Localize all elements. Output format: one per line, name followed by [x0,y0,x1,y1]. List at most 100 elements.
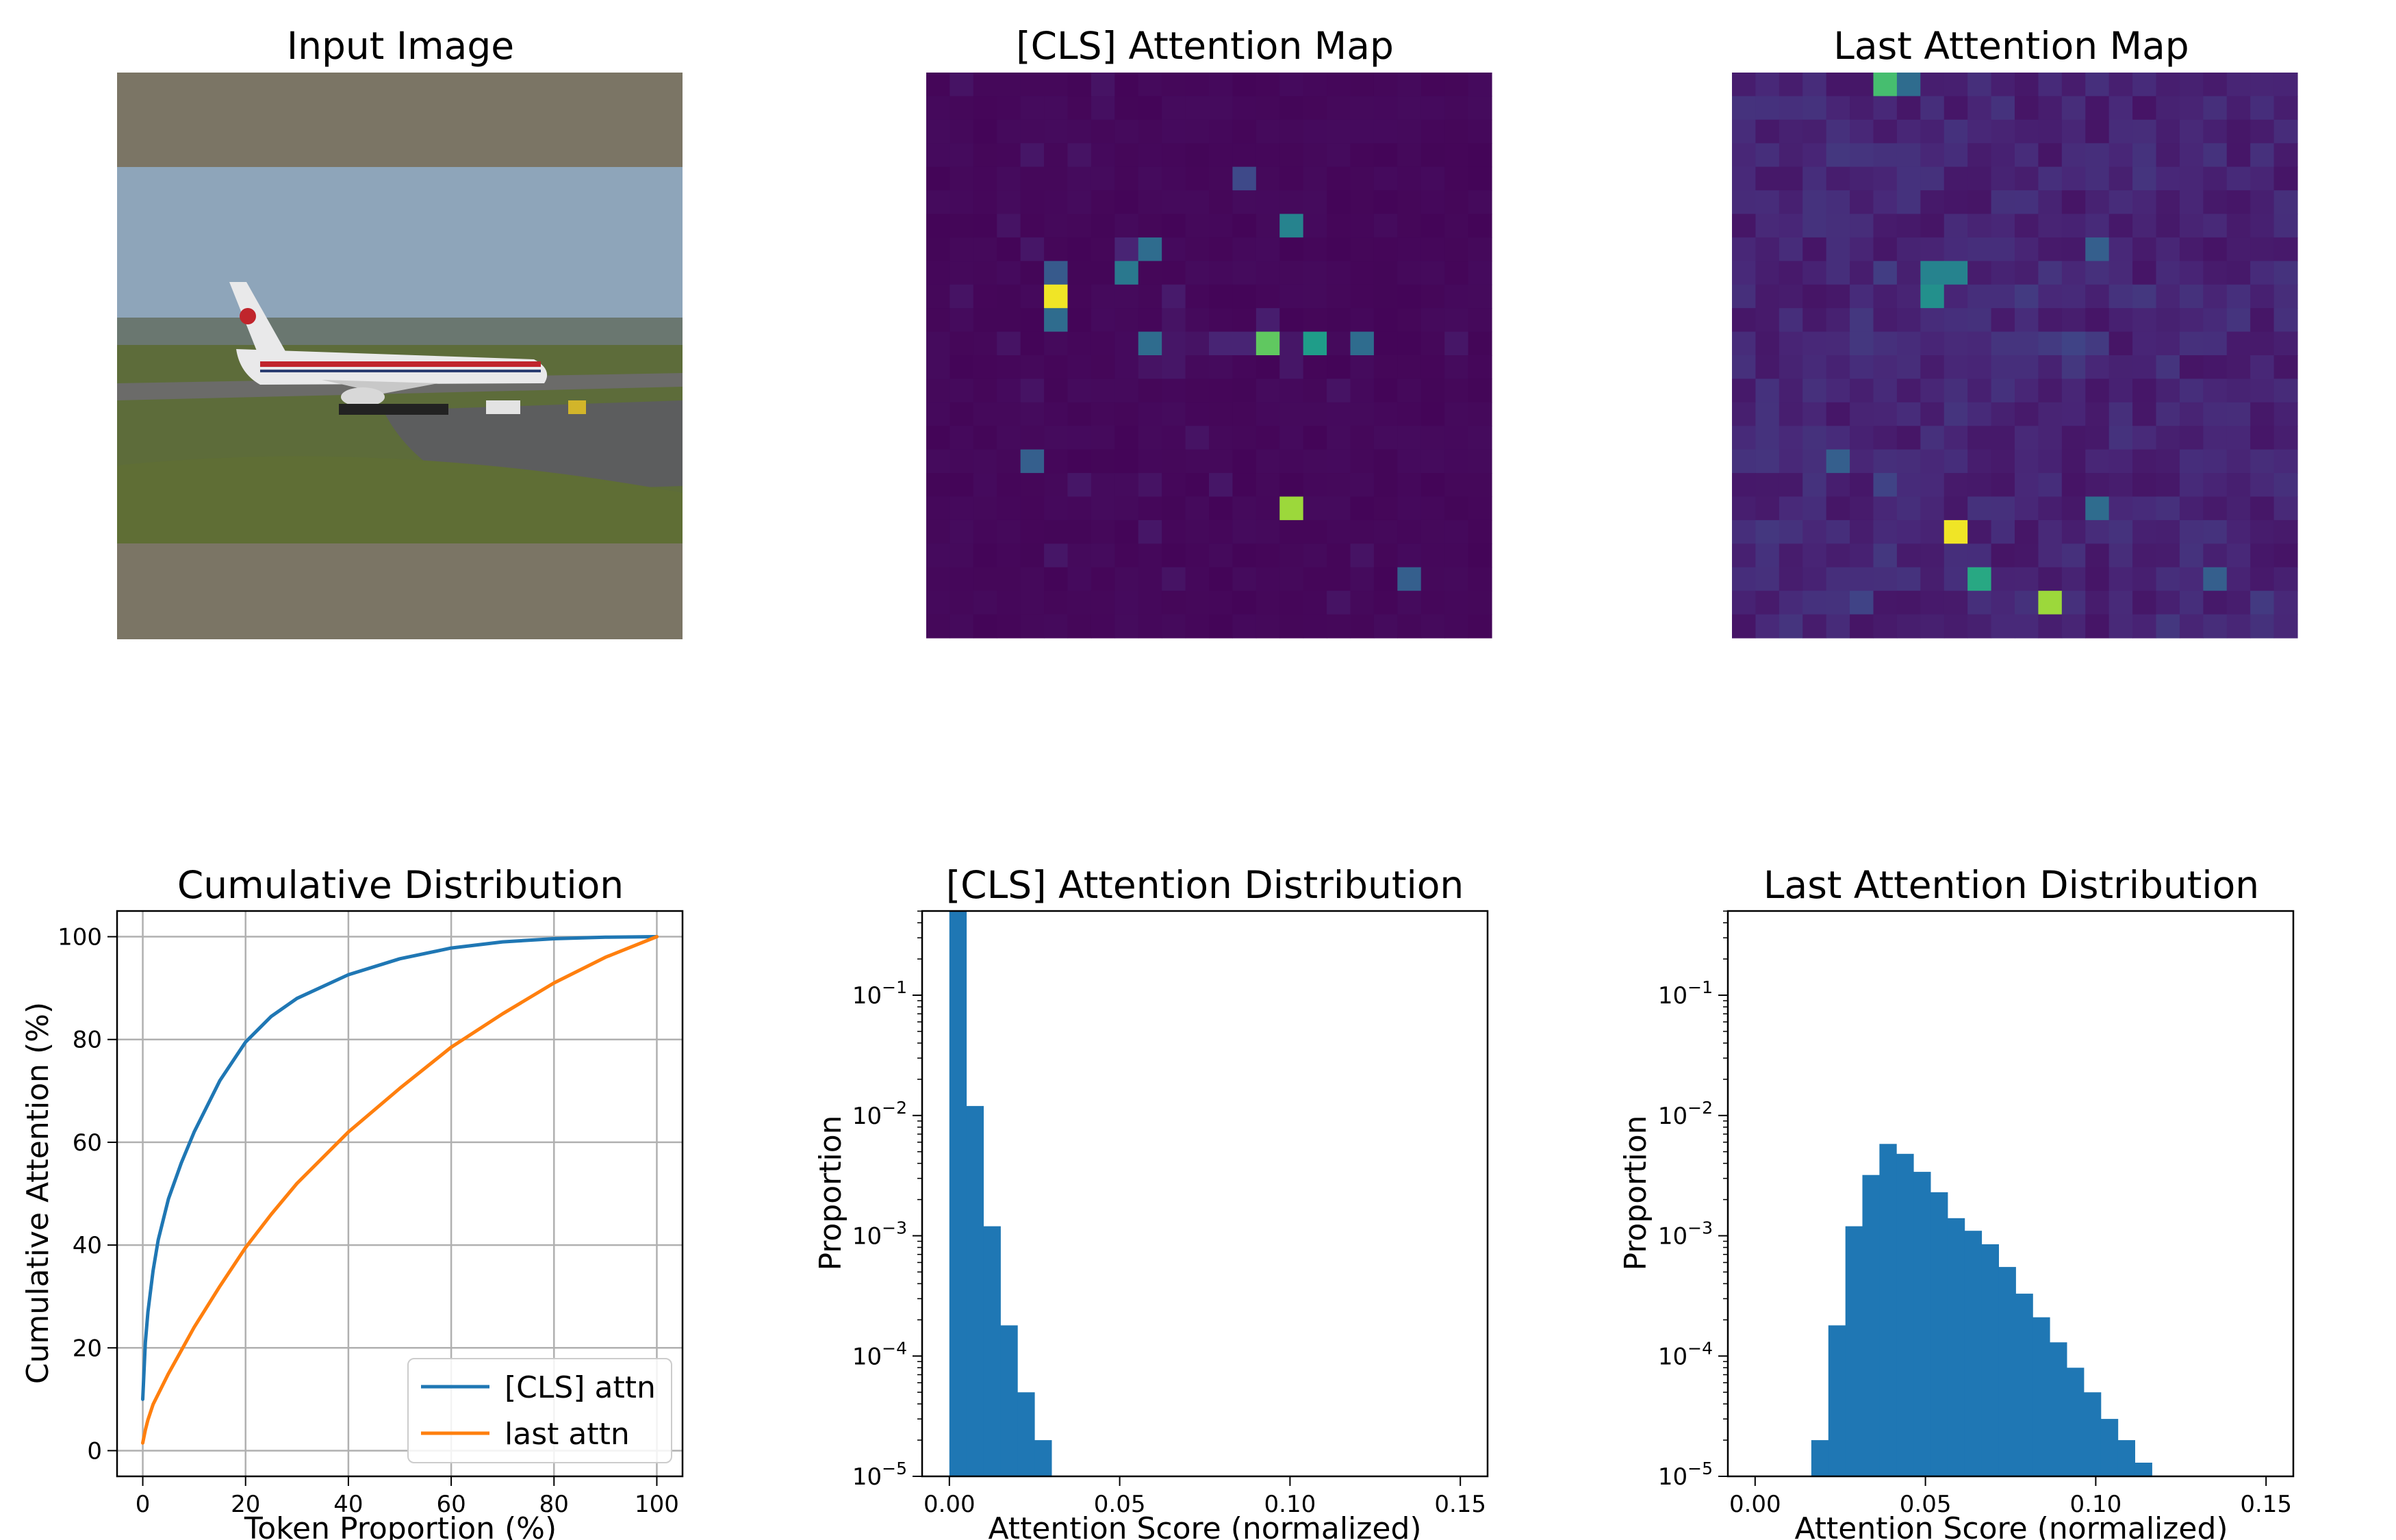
heatmap-cell [1044,614,1069,639]
heatmap-cell [2108,614,2133,639]
heatmap-cell [1279,143,1304,168]
heatmap-cell [1209,591,1234,615]
heatmap-cell [1779,543,1803,568]
heatmap-cell [1256,355,1280,380]
heatmap-cell [1209,614,1234,639]
heatmap-cell [1397,449,1422,474]
histogram-bar [1862,1175,1880,1476]
heatmap-cell [1755,496,1780,521]
heatmap-cell [1896,449,1921,474]
heatmap-cell [973,143,997,168]
heatmap-cell [1256,119,1280,144]
heatmap-cell [973,166,997,191]
heatmap-cell [950,614,974,639]
heatmap-cell [2273,214,2298,238]
heatmap-cell [1256,496,1280,521]
airliner-logo [240,308,256,324]
heatmap-cell [1420,119,1445,144]
heatmap-cell [1468,308,1492,333]
heatmap-cell [1162,473,1186,498]
heatmap-cell [1850,308,1874,333]
heatmap-cell [1067,143,1092,168]
heatmap-cell [1350,190,1375,215]
heatmap-cell [1732,543,1757,568]
heatmap-cell [1044,378,1069,403]
heatmap-cell [926,143,951,168]
heatmap-cell [2038,331,2063,356]
heatmap-cell [950,308,974,333]
heatmap-cell [1920,166,1945,191]
heatmap-cell [1020,119,1045,144]
heatmap-cell [1327,119,1351,144]
heatmap-cell [1732,190,1757,215]
heatmap-cell [2015,496,2039,521]
heatmap-cell [1468,214,1492,238]
heatmap-cell [1397,402,1422,426]
heatmap-cell [1444,143,1469,168]
heatmap-cell [1779,308,1803,333]
heatmap-cell [1943,591,1968,615]
x-tick-label: 60 [436,1491,466,1518]
heatmap-cell [1779,166,1803,191]
heatmap-cell [1044,237,1069,261]
heatmap-cell [1991,214,2015,238]
heatmap-cell [926,449,951,474]
heatmap-cell [1896,308,1921,333]
heatmap-cell [2273,284,2298,309]
heatmap-cell [2203,426,2228,450]
heatmap-cell [1943,143,1968,168]
heatmap-cell [2226,567,2251,591]
heatmap-cell [1350,261,1375,285]
heatmap-cell [2061,237,2086,261]
heatmap-cell [1303,166,1327,191]
heatmap-cell [2061,543,2086,568]
heatmap-cell [1067,519,1092,544]
heatmap-cell [926,614,951,639]
heatmap-cell [1468,449,1492,474]
heatmap-cell [1397,73,1422,97]
heatmap-cell [1468,96,1492,120]
heatmap-cell [1896,473,1921,498]
heatmap-cell [1873,119,1898,144]
heatmap-cell [1303,473,1327,498]
heatmap-cell [1327,237,1351,261]
heatmap-cell [1420,614,1445,639]
heatmap-cell [1920,449,1945,474]
legend-label-last: last attn [505,1417,630,1452]
heatmap-cell [973,614,997,639]
heatmap-cell [2179,519,2204,544]
heatmap-cell [1444,402,1469,426]
heatmap-cell [1826,519,1850,544]
heatmap-cell [2085,496,2110,521]
heatmap-cell [1991,355,2015,380]
heatmap-cell [2250,308,2275,333]
heatmap-cell [1209,402,1234,426]
heatmap-cell [1373,473,1398,498]
heatmap-cell [1209,449,1234,474]
heatmap-cell [2038,190,2063,215]
heatmap-cell [1802,614,1827,639]
heatmap-cell [1091,119,1115,144]
heatmap-cell [1850,402,1874,426]
heatmap-cell [1943,237,1968,261]
heatmap-cell [2273,426,2298,450]
last-dist-x-label: Attention Score (normalized) [1794,1511,2228,1540]
cumulative-ticks: 0 20 40 60 80 100 0 20 40 60 80 100 [58,924,679,1518]
heatmap-cell [1444,119,1469,144]
heatmap-cell [1162,378,1186,403]
heatmap-cell [1850,119,1874,144]
heatmap-cell [2226,96,2251,120]
heatmap-cell [1397,567,1422,591]
heatmap-cell [2038,567,2063,591]
cls-dist-axes-frame [921,910,1489,1478]
heatmap-cell [1779,119,1803,144]
heatmap-cell [1991,519,2015,544]
y-tick-label: 20 [73,1335,102,1362]
y-tick-label: 10−5 [1658,1459,1713,1491]
heatmap-cell [1920,567,1945,591]
heatmap-cell [1444,519,1469,544]
heatmap-cell [1327,308,1351,333]
heatmap-cell [1138,449,1162,474]
heatmap-cell [997,355,1021,380]
heatmap-cell [1896,119,1921,144]
